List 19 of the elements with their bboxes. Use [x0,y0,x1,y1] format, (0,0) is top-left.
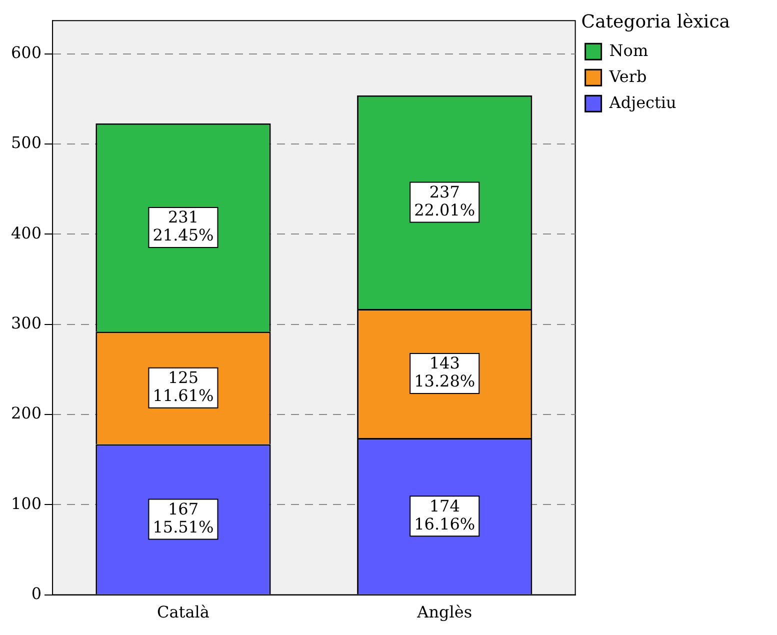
data-label: 143 13.28% [414,354,476,391]
y-tick-label: 500 [10,133,42,152]
y-tick-label: 0 [31,584,42,603]
data-label: 167 15.51% [152,499,214,536]
legend-label: Nom [609,40,648,60]
data-label: 237 22.01% [414,182,476,220]
y-tick-label: 200 [10,404,42,423]
y-tick-label: 600 [10,43,42,62]
y-tick-label: 400 [10,223,42,242]
legend-title: Categoria lèxica [581,12,730,33]
legend-label: Verb [608,66,647,86]
x-tick-label: Anglès [416,602,472,622]
legend-label: Adjectiu [608,92,676,112]
data-label: 125 11.61% [152,368,214,406]
y-tick-label: 300 [10,314,42,333]
x-tick-label: Català [157,602,210,622]
data-label: 231 21.45% [152,208,214,245]
y-tick-label: 100 [10,494,42,513]
data-label: 174 16.16% [414,496,476,534]
